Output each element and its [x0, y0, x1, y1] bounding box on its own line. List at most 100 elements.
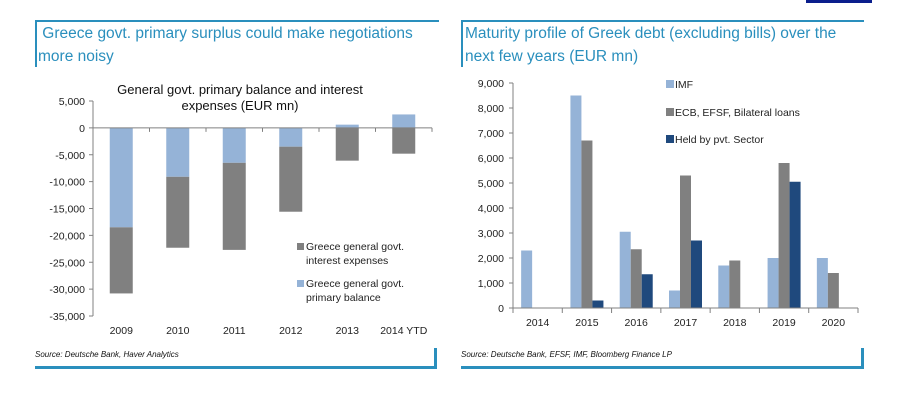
left-y-axis: 5,000 0 -5,000 -10,000 -15,000 -20,000 -25,000…: [49, 96, 94, 323]
right-y-tick-label: 9,000: [478, 78, 504, 90]
right-x-tick-label: 2016: [625, 317, 649, 329]
right-panel-title-line2: next few years (EUR mn): [465, 48, 639, 65]
left-bar-primary-balance-2010: [166, 127, 190, 177]
left-x-tick-label: 2009: [110, 325, 134, 337]
left-y-tick-label: 0: [79, 123, 85, 135]
left-x-tick-label: 2013: [336, 325, 360, 337]
right-y-tick-label: 2,000: [478, 253, 504, 265]
right-bar-ecb-2020: [827, 273, 839, 308]
right-y-tick-label: 8,000: [478, 103, 504, 115]
left-x-tick-label: 2014 YTD: [380, 325, 428, 337]
right-frame-top: [461, 20, 864, 22]
left-bar-primary-balance-2013: [335, 124, 359, 128]
right-bar-ecb-2019: [778, 163, 790, 308]
right-bar-private-sector-2015: [592, 300, 604, 308]
left-legend: Greece general govt. interest expenses G…: [297, 241, 404, 304]
right-frame-left: [461, 20, 463, 67]
left-bar-primary-balance-2011: [222, 127, 246, 163]
right-chart: 0 1,000 2,000 3,000 4,000 5,000 6,000 7,000 8,00…: [478, 78, 859, 329]
right-bar-private-sector-2019: [789, 181, 801, 308]
left-y-tick-label: -30,000: [49, 284, 85, 296]
legend-swatch-ecb: [666, 108, 674, 116]
right-bars: [521, 95, 839, 308]
left-panel-title-line2: more noisy: [38, 48, 114, 65]
left-bar-interest-expenses-2013: [335, 127, 359, 161]
right-bar-imf-2020: [816, 258, 828, 308]
right-x-tick-label: 2014: [526, 317, 550, 329]
right-x-tick-label: 2018: [723, 317, 747, 329]
right-bar-private-sector-2017: [691, 240, 702, 308]
left-bars: [109, 114, 416, 294]
left-frame-right: [434, 348, 437, 368]
right-x-tick-label: 2019: [772, 317, 796, 329]
right-bar-private-sector-2016: [641, 274, 653, 308]
left-bar-interest-expenses-2014-ytd: [392, 127, 416, 154]
left-chart-panel: Greece govt. primary surplus could make …: [0, 0, 450, 416]
left-panel-title-line1: Greece govt. primary surplus could make …: [38, 25, 413, 42]
left-y-tick-label: -10,000: [49, 177, 85, 189]
right-x-axis: 2014 2015 2016 2017 2018 2019 2020: [512, 307, 859, 329]
left-frame-bottom: [35, 366, 437, 369]
legend-swatch-imf: [666, 80, 674, 88]
right-y-tick-label: 7,000: [478, 128, 504, 140]
right-bar-ecb-2017: [680, 175, 691, 308]
legend-label-interest-expenses-line2: interest expenses: [306, 255, 388, 267]
left-frame-left: [35, 20, 37, 67]
right-bar-imf-2015: [570, 95, 582, 308]
left-y-tick-label: -20,000: [49, 230, 85, 242]
right-legend: IMF ECB, EFSF, Bilateral loans Held by p…: [666, 79, 800, 146]
legend-label-primary-balance-line2: primary balance: [306, 292, 381, 304]
left-y-tick-label: 5,000: [59, 96, 85, 108]
legend-label-imf: IMF: [675, 79, 693, 91]
right-bar-imf-2016: [619, 231, 631, 308]
left-bar-interest-expenses-2012: [279, 146, 303, 212]
left-panel-title: Greece govt. primary surplus could make …: [38, 22, 448, 68]
left-bar-primary-balance-2014-ytd: [392, 114, 416, 128]
legend-item-primary-balance: Greece general govt. primary balance: [297, 278, 404, 304]
right-source-note: Source: Deutsche Bank, EFSF, IMF, Bloomb…: [461, 350, 672, 359]
right-y-tick-label: 4,000: [478, 203, 504, 215]
legend-label-primary-balance-line1: Greece general govt.: [306, 278, 404, 290]
left-bar-interest-expenses-2011: [222, 162, 246, 250]
right-bar-ecb-2018: [729, 260, 741, 308]
left-bar-primary-balance-2009: [109, 127, 133, 228]
legend-item-ecb: ECB, EFSF, Bilateral loans: [666, 107, 800, 119]
legend-swatch-interest-expenses: [297, 243, 304, 250]
right-panel-title: Maturity profile of Greek debt (excludin…: [465, 22, 885, 68]
left-x-axis: 2009 2010 2011 2012 2013 2014 YTD: [92, 127, 433, 337]
legend-item-interest-expenses: Greece general govt. interest expenses: [297, 241, 404, 267]
legend-swatch-private-sector: [666, 135, 674, 143]
right-x-tick-label: 2020: [822, 317, 846, 329]
left-frame-top: [35, 20, 439, 22]
left-x-tick-label: 2012: [279, 325, 303, 337]
left-y-tick-label: -25,000: [49, 257, 85, 269]
left-source-note: Source: Deutsche Bank, Haver Analytics: [35, 350, 179, 359]
right-x-tick-label: 2015: [575, 317, 599, 329]
right-x-tick-label: 2017: [674, 317, 698, 329]
left-chart-title-line2: expenses (EUR mn): [181, 98, 298, 113]
right-bar-imf-2018: [718, 265, 730, 308]
right-bar-imf-2017: [669, 290, 680, 308]
right-y-tick-label: 6,000: [478, 153, 504, 165]
legend-swatch-primary-balance: [297, 280, 304, 287]
legend-label-private-sector: Held by pvt. Sector: [675, 134, 764, 146]
left-y-tick-label: -5,000: [55, 150, 85, 162]
right-bar-imf-2019: [767, 258, 779, 308]
left-y-tick-label: -35,000: [49, 311, 85, 323]
left-bar-primary-balance-2012: [279, 127, 303, 147]
legend-item-private-sector: Held by pvt. Sector: [666, 134, 764, 146]
right-bar-imf-2014: [521, 250, 533, 308]
left-bar-interest-expenses-2009: [109, 227, 133, 294]
right-panel-title-line1: Maturity profile of Greek debt (excludin…: [465, 25, 837, 42]
right-y-tick-label: 5,000: [478, 178, 504, 190]
right-y-tick-label: 3,000: [478, 228, 504, 240]
right-y-tick-label: 1,000: [478, 278, 504, 290]
right-bar-ecb-2016: [630, 249, 642, 308]
legend-item-imf: IMF: [666, 79, 693, 91]
left-y-tick-label: -15,000: [49, 204, 85, 216]
legend-label-interest-expenses-line1: Greece general govt.: [306, 241, 404, 253]
right-bar-ecb-2015: [581, 140, 593, 308]
left-bar-interest-expenses-2010: [166, 176, 190, 248]
left-x-tick-label: 2011: [223, 325, 246, 337]
